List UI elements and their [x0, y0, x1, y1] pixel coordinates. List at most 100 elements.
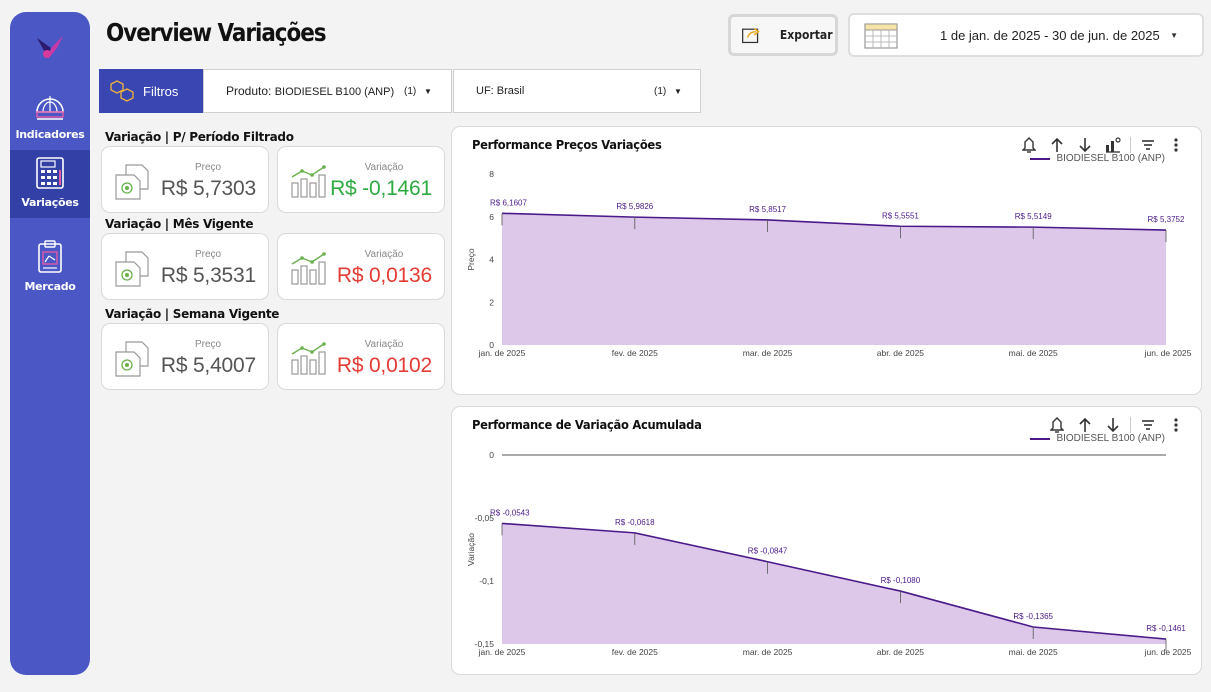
- legend-label: BIODIESEL B100 (ANP): [1056, 433, 1165, 444]
- uf-filter-value: Brasil: [496, 85, 525, 97]
- kpi-card-variacao: Variação R$ 0,0136: [277, 233, 445, 300]
- y-tick-label: 6: [489, 212, 494, 222]
- legend-swatch: [1030, 157, 1051, 160]
- data-label: R$ -0,0618: [615, 518, 655, 527]
- sort-ascending-icon[interactable]: [1074, 415, 1096, 435]
- sort-descending-icon[interactable]: [1102, 415, 1124, 435]
- data-label: R$ 5,5551: [882, 211, 919, 220]
- export-button[interactable]: Exportar: [728, 14, 838, 56]
- x-tick-label: jan. de 2025: [478, 348, 526, 358]
- y-axis-label: Preço: [466, 248, 476, 270]
- x-tick-label: fev. de 2025: [612, 647, 658, 657]
- section-title-mes: Variação | Mês Vigente: [105, 217, 254, 231]
- export-label: Exportar: [779, 28, 833, 42]
- page-title: Overview Variações: [106, 18, 327, 47]
- alert-bell-icon[interactable]: [1018, 135, 1040, 155]
- chart-toolbar: [1040, 415, 1187, 435]
- sort-ascending-icon[interactable]: [1046, 135, 1068, 155]
- kpi-value: R$ -0,1461: [330, 177, 432, 200]
- kpi-card-preco: Preço R$ 5,3531: [101, 233, 269, 300]
- more-options-icon[interactable]: [1165, 135, 1187, 155]
- produto-filter-value: BIODIESEL B100 (ANP): [274, 86, 395, 98]
- series-area: [502, 213, 1166, 345]
- produto-filter-prefix: Produto: [226, 84, 269, 98]
- x-tick-label: jan. de 2025: [478, 647, 526, 657]
- x-tick-label: mar. de 2025: [743, 348, 793, 358]
- chart-title: Performance de Variação Acumulada: [472, 417, 702, 432]
- legend-label: BIODIESEL B100 (ANP): [1056, 153, 1165, 164]
- chart-legend: BIODIESEL B100 (ANP): [1030, 153, 1165, 164]
- kpi-label: Preço: [194, 249, 222, 260]
- produto-filter[interactable]: Produto: BIODIESEL B100 (ANP) (1) ▼: [203, 69, 452, 113]
- y-tick-label: -0,1: [479, 576, 494, 586]
- sidebar-item-label: Indicadores: [15, 128, 85, 141]
- toolbar-divider: [1130, 417, 1131, 433]
- y-tick-label: 0: [489, 340, 494, 350]
- kpi-card-variacao: Variação R$ -0,1461: [277, 146, 445, 213]
- kpi-value: R$ 5,7303: [160, 177, 256, 200]
- x-tick-label: abr. de 2025: [877, 348, 925, 358]
- chevron-down-icon: ▼: [674, 86, 682, 96]
- more-options-icon[interactable]: [1165, 415, 1187, 435]
- export-icon: [742, 27, 760, 44]
- data-label: R$ -0,1461: [1146, 624, 1186, 633]
- series-line: [501, 522, 1167, 640]
- filters-tag[interactable]: Filtros: [99, 69, 203, 113]
- trend-bars-icon: [291, 165, 326, 198]
- y-axis-label: Variação: [466, 533, 476, 566]
- data-label: R$ -0,0847: [748, 547, 788, 556]
- kpi-value: R$ 0,0136: [336, 264, 432, 287]
- section-title-periodo: Variação | P/ Período Filtrado: [105, 130, 294, 144]
- chart-settings-icon[interactable]: [1102, 135, 1124, 155]
- filters-label: Filtros: [143, 83, 179, 99]
- chevron-down-icon: ▼: [424, 86, 432, 96]
- logo-icon: [37, 36, 63, 58]
- chart-card-variacao: Performance de Variação Acumulada BIODIE…: [451, 406, 1202, 675]
- y-tick-label: 0: [489, 450, 494, 460]
- x-tick-label: abr. de 2025: [877, 647, 925, 657]
- uf-filter[interactable]: UF: Brasil (1) ▼: [453, 69, 701, 113]
- sidebar-item-mercado[interactable]: Mercado: [10, 234, 90, 302]
- data-label: R$ 6,1607: [490, 198, 527, 207]
- x-tick-label: mai. de 2025: [1009, 348, 1058, 358]
- sidebar-item-variacoes[interactable]: Variações: [10, 150, 90, 218]
- x-tick-label: fev. de 2025: [612, 348, 658, 358]
- kpi-label: Variação: [364, 162, 404, 173]
- chart-variacao-plot: R$ -0,0543 jan. de 2025 R$ -0,0618 fev. de …: [466, 450, 1192, 657]
- filter-icon[interactable]: [1137, 135, 1159, 155]
- kpi-card-variacao: Variação R$ 0,0102: [277, 323, 445, 390]
- uf-filter-prefix: UF: [476, 85, 491, 97]
- y-tick-label: -0,15: [475, 639, 495, 649]
- trend-bars-icon: [291, 252, 326, 285]
- y-tick-label: 8: [489, 169, 494, 179]
- calculator-icon: [36, 157, 64, 189]
- sort-descending-icon[interactable]: [1074, 135, 1096, 155]
- y-tick-label: 4: [489, 255, 494, 265]
- chart-toolbar: [1012, 135, 1187, 155]
- data-label: R$ -0,1080: [881, 576, 921, 585]
- alert-bell-icon[interactable]: [1046, 415, 1068, 435]
- data-label: R$ -0,0543: [490, 508, 530, 517]
- kpi-label: Preço: [194, 339, 222, 350]
- data-label: R$ 5,9826: [616, 202, 653, 211]
- uf-filter-count: (1): [654, 85, 667, 97]
- data-label: R$ 5,8517: [749, 205, 786, 214]
- date-range-picker[interactable]: 1 de jan. de 2025 - 30 de jun. de 2025 ▼: [848, 13, 1204, 57]
- x-tick-label: mai. de 2025: [1009, 647, 1058, 657]
- fuel-doc-icon: [115, 341, 149, 377]
- fuel-doc-icon: [115, 251, 149, 287]
- sidebar-item-label: Mercado: [24, 280, 76, 293]
- kpi-card-preco: Preço R$ 5,7303: [101, 146, 269, 213]
- y-tick-label: -0,05: [475, 513, 495, 523]
- date-range-value: 1 de jan. de 2025 - 30 de jun. de 2025: [940, 27, 1160, 43]
- kpi-label: Variação: [364, 339, 404, 350]
- y-tick-label: 2: [489, 297, 494, 307]
- kpi-value: R$ 5,4007: [160, 354, 256, 377]
- calendar-icon: [864, 23, 898, 49]
- chart-legend: BIODIESEL B100 (ANP): [1030, 433, 1165, 444]
- sidebar-item-indicadores[interactable]: Indicadores: [10, 82, 90, 150]
- filter-icon[interactable]: [1137, 415, 1159, 435]
- fuel-doc-icon: [115, 164, 149, 200]
- kpi-label: Preço: [194, 162, 222, 173]
- kpi-card-preco: Preço R$ 5,4007: [101, 323, 269, 390]
